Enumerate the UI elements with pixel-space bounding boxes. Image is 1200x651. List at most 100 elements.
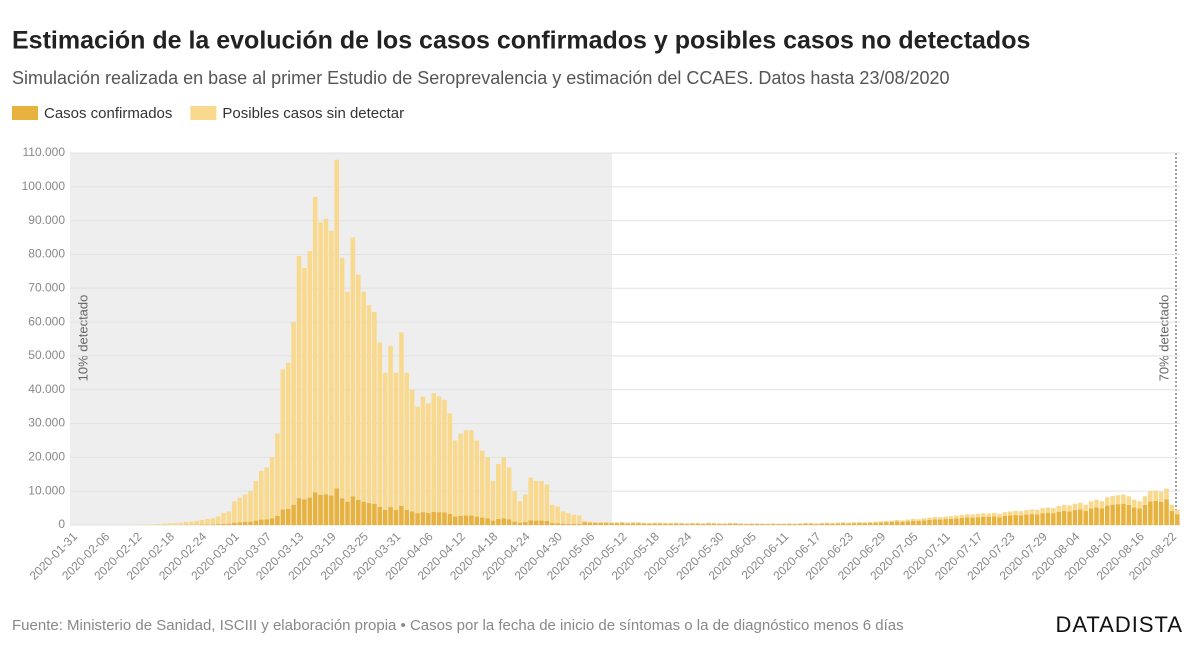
bar-segment bbox=[307, 251, 313, 498]
bar-segment bbox=[884, 522, 889, 525]
bar-segment bbox=[237, 522, 242, 525]
bar-segment bbox=[442, 399, 447, 513]
bar-segment bbox=[706, 522, 711, 524]
bar-segment bbox=[1045, 507, 1051, 513]
bar-segment bbox=[609, 522, 614, 524]
bar-segment bbox=[415, 406, 420, 514]
bar-segment bbox=[1148, 501, 1153, 525]
bar-segment bbox=[846, 522, 851, 524]
bar-segment bbox=[576, 524, 582, 525]
bar-segment bbox=[409, 511, 415, 525]
bar-segment bbox=[431, 393, 436, 512]
bar-segment bbox=[296, 256, 302, 499]
bar-segment bbox=[1164, 499, 1169, 525]
bar-segment bbox=[178, 522, 183, 525]
bar-segment bbox=[1061, 510, 1067, 525]
bar-segment bbox=[232, 522, 237, 525]
bar-segment bbox=[840, 522, 846, 524]
y-tick-label: 10.000 bbox=[28, 483, 65, 497]
bar-segment bbox=[911, 518, 916, 521]
bar-segment bbox=[345, 291, 350, 502]
bar-segment bbox=[625, 522, 630, 524]
bar-segment bbox=[291, 322, 296, 505]
bar-segment bbox=[964, 517, 970, 525]
bar-segment bbox=[824, 523, 830, 525]
bar-segment bbox=[1008, 515, 1013, 525]
bar-segment bbox=[937, 519, 943, 525]
legend-label: Posibles casos sin detectar bbox=[222, 105, 404, 122]
bar-segment bbox=[1034, 514, 1040, 525]
bar-segment bbox=[232, 501, 237, 523]
bar-segment bbox=[830, 523, 835, 525]
bar-segment bbox=[808, 523, 814, 525]
bar-segment bbox=[221, 523, 226, 525]
bar-segment bbox=[1126, 496, 1132, 505]
bar-segment bbox=[733, 523, 738, 525]
chart-title: Estimación de la evolución de los casos … bbox=[12, 27, 1030, 55]
bar-segment bbox=[814, 523, 819, 525]
bar-segment bbox=[840, 523, 846, 525]
bar-segment bbox=[339, 498, 345, 525]
bar-segment bbox=[210, 524, 216, 525]
bar-segment bbox=[436, 512, 442, 525]
bar-segment bbox=[1024, 510, 1029, 515]
bar-segment bbox=[1148, 491, 1153, 502]
bar-segment bbox=[528, 477, 533, 521]
bar-segment bbox=[927, 519, 932, 525]
bar-segment bbox=[162, 523, 167, 525]
bar-segment bbox=[1029, 514, 1035, 525]
legend-label: Casos confirmados bbox=[44, 105, 172, 122]
bar-segment bbox=[415, 513, 420, 525]
bar-segment bbox=[754, 523, 760, 524]
bar-segment bbox=[329, 230, 334, 496]
bar-segment bbox=[296, 498, 302, 525]
bar-segment bbox=[603, 522, 609, 525]
bar-segment bbox=[1088, 508, 1094, 525]
bar-segment bbox=[404, 509, 410, 525]
bar-segment bbox=[393, 372, 399, 510]
bar-segment bbox=[727, 523, 733, 525]
bar-segment bbox=[1121, 494, 1126, 504]
bar-segment bbox=[490, 520, 496, 525]
bar-segment bbox=[302, 267, 307, 500]
bar-segment bbox=[1078, 509, 1083, 525]
bar-segment bbox=[1142, 496, 1148, 505]
bar-segment bbox=[668, 523, 674, 525]
bar-segment bbox=[1078, 502, 1083, 510]
bar-segment bbox=[641, 522, 647, 524]
bar-segment bbox=[393, 509, 399, 525]
bar-segment bbox=[695, 522, 701, 524]
annotation: 10% detectado bbox=[75, 295, 90, 382]
bar-segment bbox=[399, 505, 404, 525]
bar-segment bbox=[1067, 511, 1072, 525]
bar-segment bbox=[1131, 507, 1137, 525]
bar-segment bbox=[172, 522, 178, 525]
bar-segment bbox=[646, 523, 652, 525]
bar-segment bbox=[302, 499, 307, 525]
bar-segment bbox=[781, 524, 787, 525]
bar-segment bbox=[587, 521, 593, 523]
legend: Casos confirmados Posibles casos sin dete… bbox=[12, 105, 404, 122]
bar-segment bbox=[388, 507, 393, 525]
bar-segment bbox=[867, 521, 873, 523]
bar-segment bbox=[275, 433, 280, 516]
bar-segment bbox=[1169, 504, 1175, 511]
bar-segment bbox=[264, 467, 269, 520]
bar-segment bbox=[857, 522, 862, 525]
bar-segment bbox=[911, 520, 916, 525]
bar-segment bbox=[345, 501, 350, 525]
bar-segment bbox=[356, 499, 361, 525]
bar-segment bbox=[528, 520, 533, 525]
bar-segment bbox=[1131, 499, 1137, 508]
y-tick-label: 40.000 bbox=[28, 382, 65, 396]
bar-segment bbox=[684, 523, 690, 525]
bar-segment bbox=[453, 516, 458, 525]
bar-segment bbox=[765, 524, 771, 525]
bar-segment bbox=[808, 522, 814, 524]
bar-segment bbox=[259, 519, 264, 525]
bar-segment bbox=[496, 518, 501, 525]
bar-segment bbox=[690, 522, 695, 524]
bar-segment bbox=[280, 369, 286, 510]
bar-segment bbox=[598, 522, 604, 525]
